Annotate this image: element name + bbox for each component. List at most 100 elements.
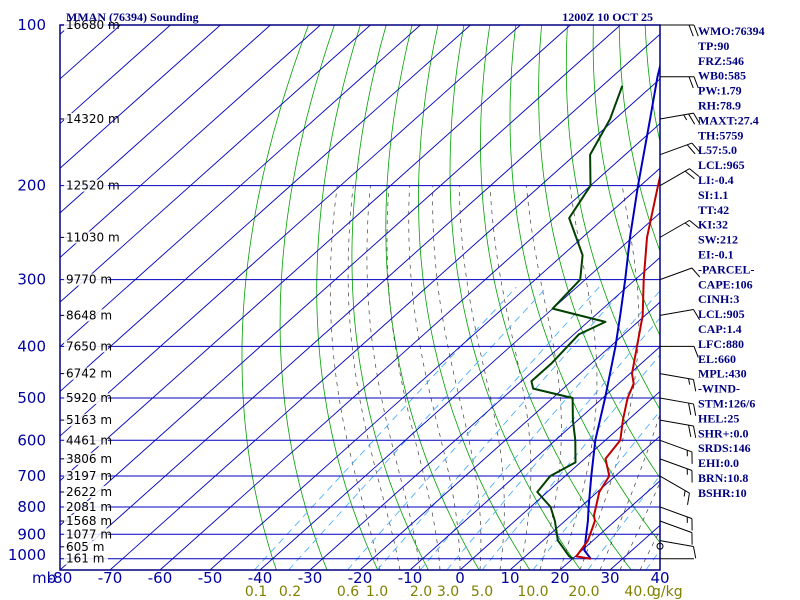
height-label: 4461 m bbox=[66, 433, 112, 447]
isotherm-line bbox=[60, 25, 621, 526]
isotherm-line bbox=[60, 25, 321, 259]
height-label-bg bbox=[64, 470, 108, 483]
wind-barb-half-feather bbox=[684, 222, 691, 228]
index-entry: WB0:585 bbox=[698, 69, 746, 83]
mixing-ratio-label: 5.0 bbox=[471, 584, 493, 600]
mixing-ratio-label: 10.0 bbox=[517, 584, 548, 600]
mixing-ratio-label: 1.0 bbox=[366, 584, 388, 600]
wind-barb bbox=[659, 112, 701, 125]
height-label: 1568 m bbox=[66, 514, 112, 528]
height-label: 3806 m bbox=[66, 452, 112, 466]
isotherm-line bbox=[359, 301, 660, 570]
temperature-line bbox=[575, 172, 660, 560]
dry-adiabat-line bbox=[449, 25, 581, 570]
index-entry: PW:1.79 bbox=[698, 84, 742, 98]
wind-barb-full-feather bbox=[691, 267, 701, 278]
wind-barb bbox=[659, 397, 697, 416]
wind-barb-full-feather bbox=[692, 379, 697, 392]
index-entry: CINH:3 bbox=[698, 292, 739, 306]
isotherm-line bbox=[159, 122, 660, 570]
wind-barb-full-feather bbox=[687, 492, 690, 505]
wind-barb-staff bbox=[659, 458, 693, 471]
wind-barb-staff bbox=[659, 168, 690, 187]
wind-barb bbox=[659, 506, 693, 531]
wind-barb-full-feather bbox=[686, 144, 696, 155]
index-entry: LFC:880 bbox=[698, 337, 744, 351]
height-label-bg bbox=[64, 452, 108, 465]
wind-barb-full-feather bbox=[688, 24, 694, 37]
wind-barb-staff bbox=[659, 397, 694, 405]
wind-barb-staff bbox=[659, 439, 693, 453]
mixing-ratio-line bbox=[587, 474, 660, 570]
height-label: 3197 m bbox=[66, 469, 112, 483]
wind-barb bbox=[660, 345, 699, 358]
temperature-tick-label: 20 bbox=[550, 569, 569, 587]
height-label-bg bbox=[64, 392, 108, 405]
index-entry: LCL:965 bbox=[698, 158, 745, 172]
temperature-tick-label: -80 bbox=[48, 569, 73, 587]
mixing-ratio-line bbox=[347, 286, 600, 570]
wind-barb-full-feather bbox=[684, 170, 695, 180]
mixing-ratio-unit: g/kg bbox=[652, 584, 683, 600]
isotherm-line bbox=[60, 25, 521, 437]
index-entry: TT:42 bbox=[698, 203, 729, 217]
temperature-tick-label: 30 bbox=[600, 569, 619, 587]
wind-barb bbox=[660, 24, 699, 37]
pressure-label: 400 bbox=[17, 337, 46, 355]
isotherm-line bbox=[60, 25, 371, 303]
dry-adiabat-line bbox=[480, 25, 632, 570]
wind-barb-staff bbox=[659, 142, 693, 156]
parcel-line bbox=[583, 62, 660, 560]
moist-adiabat-line bbox=[408, 185, 461, 570]
dry-adiabat-line bbox=[316, 25, 379, 570]
mixing-ratio-label: 0.6 bbox=[337, 584, 359, 600]
mixing-ratio-line bbox=[532, 410, 660, 570]
isotherm-line bbox=[509, 435, 660, 570]
wind-barb-full-feather bbox=[688, 76, 694, 89]
mixing-ratio-line bbox=[446, 317, 660, 570]
isotherm-line bbox=[109, 78, 660, 570]
wind-barb-full-feather bbox=[689, 219, 700, 229]
mixing-ratio-label: 0.2 bbox=[279, 584, 301, 600]
height-label: 605 m bbox=[66, 540, 104, 554]
dry-adiabat-line bbox=[241, 25, 309, 570]
height-label-bg bbox=[64, 515, 108, 528]
isotherm-line bbox=[459, 390, 660, 570]
wind-barb bbox=[659, 267, 701, 281]
wind-barb-column bbox=[656, 24, 701, 560]
index-entry: SW:212 bbox=[698, 233, 738, 247]
wind-barb bbox=[659, 219, 700, 238]
index-entry: MAXT:27.4 bbox=[698, 113, 759, 127]
index-entry: L57:5.0 bbox=[698, 143, 737, 157]
index-entry: HEL:25 bbox=[698, 411, 739, 425]
height-label: 5163 m bbox=[66, 413, 112, 427]
mixing-ratio-line bbox=[288, 286, 548, 570]
index-entry: BRN:10.8 bbox=[698, 471, 748, 485]
dry-adiabat-line bbox=[418, 25, 531, 570]
height-label-bg bbox=[64, 367, 108, 380]
temperature-tick-label: -20 bbox=[348, 569, 373, 587]
wind-barb-staff bbox=[659, 308, 694, 316]
wind-barb-full-feather bbox=[693, 112, 701, 124]
mixing-ratio-line bbox=[376, 286, 626, 570]
height-label-bg bbox=[64, 414, 108, 427]
axis-unit-label: mb bbox=[32, 569, 56, 587]
wind-barb-staff bbox=[659, 112, 694, 120]
moist-adiabat-line bbox=[526, 185, 562, 570]
wind-barb-full-feather bbox=[692, 425, 697, 438]
index-entry: STM:126/6 bbox=[698, 397, 755, 411]
wind-barb bbox=[659, 168, 700, 187]
index-entry: SHR+:0.0 bbox=[698, 426, 749, 440]
height-label-bg bbox=[64, 179, 108, 192]
isotherm-line bbox=[60, 25, 271, 214]
wind-barb-full-feather bbox=[693, 76, 699, 89]
index-entry: TH:5759 bbox=[698, 128, 743, 142]
height-label: 8648 m bbox=[66, 308, 112, 322]
mixing-ratio-label: 20.0 bbox=[568, 584, 599, 600]
mixing-ratio-label: 2.0 bbox=[410, 584, 432, 600]
index-entry: EL:660 bbox=[698, 352, 736, 366]
temperature-tick-label: -40 bbox=[248, 569, 273, 587]
height-label: 2081 m bbox=[66, 500, 112, 514]
